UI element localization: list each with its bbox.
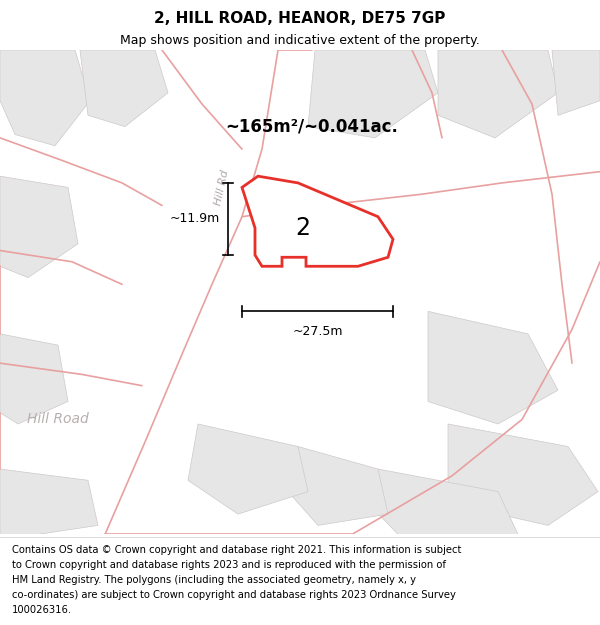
Text: to Crown copyright and database rights 2023 and is reproduced with the permissio: to Crown copyright and database rights 2… — [12, 560, 446, 570]
Polygon shape — [188, 424, 308, 514]
Text: Contains OS data © Crown copyright and database right 2021. This information is : Contains OS data © Crown copyright and d… — [12, 545, 461, 555]
Text: ~165m²/~0.041ac.: ~165m²/~0.041ac. — [226, 118, 398, 136]
Text: ~27.5m: ~27.5m — [292, 325, 343, 338]
Text: Map shows position and indicative extent of the property.: Map shows position and indicative extent… — [120, 34, 480, 47]
Polygon shape — [80, 50, 168, 127]
Polygon shape — [368, 469, 518, 534]
Text: Hill Road: Hill Road — [27, 412, 89, 426]
Text: Hill Rd: Hill Rd — [214, 169, 230, 206]
Polygon shape — [308, 50, 438, 138]
Polygon shape — [552, 50, 600, 116]
Polygon shape — [448, 424, 598, 526]
Polygon shape — [288, 446, 388, 526]
Text: 2, HILL ROAD, HEANOR, DE75 7GP: 2, HILL ROAD, HEANOR, DE75 7GP — [154, 11, 446, 26]
Text: 100026316.: 100026316. — [12, 605, 72, 615]
Polygon shape — [0, 334, 68, 424]
Text: 2: 2 — [295, 216, 310, 240]
Polygon shape — [438, 50, 558, 138]
Text: ~11.9m: ~11.9m — [170, 213, 220, 226]
Text: co-ordinates) are subject to Crown copyright and database rights 2023 Ordnance S: co-ordinates) are subject to Crown copyr… — [12, 590, 456, 600]
Text: HM Land Registry. The polygons (including the associated geometry, namely x, y: HM Land Registry. The polygons (includin… — [12, 575, 416, 585]
Polygon shape — [242, 176, 393, 266]
Polygon shape — [0, 176, 78, 278]
Polygon shape — [0, 50, 90, 146]
Polygon shape — [428, 311, 558, 424]
Polygon shape — [0, 469, 98, 534]
